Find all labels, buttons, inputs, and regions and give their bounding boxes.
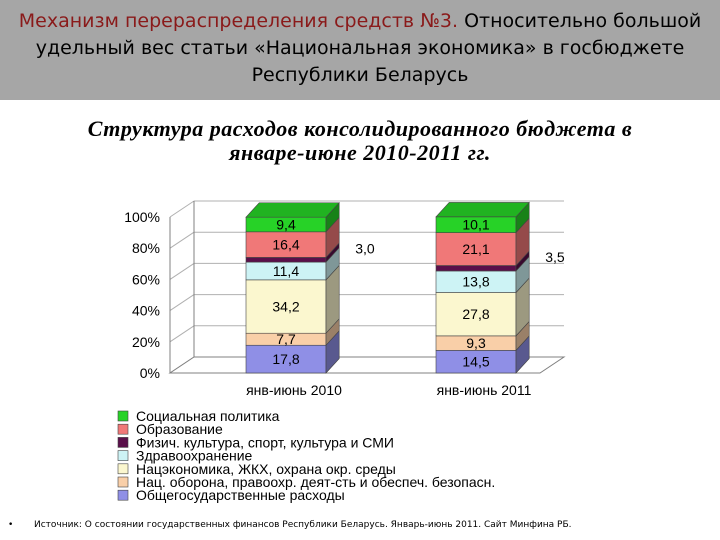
slide-title: Механизм перераспределения средств №3. О… [8,8,712,89]
data-label-outside: 3,5 [545,249,565,265]
y-tick-label: 80% [132,240,160,256]
grid-diagonal [169,262,195,280]
legend-label: Физич. культура, спорт, культура и СМИ [136,434,394,450]
data-label: 9,4 [276,216,296,232]
legend-label: Общегосударственные расходы [136,487,345,503]
bar-top [435,202,530,218]
legend-swatch [117,437,129,448]
legend-label: Социальная политика [136,408,280,424]
data-label: 14,5 [462,354,489,370]
data-label: 21,1 [462,241,489,257]
bar-top [245,202,340,218]
legend-swatch [117,423,129,435]
chart-title: Структура расходов консолидированного бю… [87,116,633,165]
y-tick-label: 100% [124,209,160,225]
x-tick-label: янв-июнь 2010 [246,382,342,398]
y-tick-label: 60% [132,271,160,287]
legend-swatch [117,410,129,422]
bar-segment [435,292,517,337]
x-tick-label: янв-июнь 2011 [437,382,532,398]
grid-diagonal [169,231,195,249]
data-label: 11,4 [273,263,299,279]
data-label: 9,3 [466,335,486,351]
legend-label: Здравоохранение [136,448,253,464]
slide-title-rest: Относительно большой удельный вес статьи… [35,10,702,86]
legend-label: Образование [136,421,223,437]
grid-diagonal [169,294,195,312]
bar-segment [245,257,327,263]
slide-header [0,0,720,100]
legend-swatch [117,476,129,488]
data-label: 34,2 [272,299,299,315]
footer-text: Источник: О состоянии государственных фи… [34,520,572,530]
legend-label: Нац. оборона, правоохр. деят-сть и обесп… [136,474,495,490]
data-label: 17,8 [272,351,299,367]
slide-title-accent: Механизм перераспределения средств №3. [18,10,459,32]
source-footer: • Источник: О состоянии государственных ф… [8,520,712,530]
data-label: 27,8 [462,306,489,322]
stacked-bar-chart: 0% 20% 40% 60% 80% 100% 17,8 7,7 34,2 11,4 3,0 16,4… [117,200,566,503]
grid-diagonal [169,325,195,343]
data-label: 16,4 [272,237,299,253]
data-label: 13,8 [462,274,489,290]
legend-swatch [117,463,129,475]
bar-segment [245,279,327,334]
legend-swatch [117,489,129,501]
y-tick-label: 40% [132,303,160,319]
legend-swatch [117,450,129,461]
bar-segment [245,344,327,374]
data-label: 7,7 [276,331,296,347]
legend-label: Нацэкономика, ЖКХ, охрана окр. среды [136,461,396,477]
y-tick-label: 20% [132,334,160,350]
data-label: 10,1 [462,217,489,233]
footer-bullet: • [8,520,14,530]
data-label-outside: 3,0 [355,241,375,257]
y-tick-label: 0% [140,365,160,381]
grid-diagonal [169,200,195,218]
bar-segment [435,265,517,272]
